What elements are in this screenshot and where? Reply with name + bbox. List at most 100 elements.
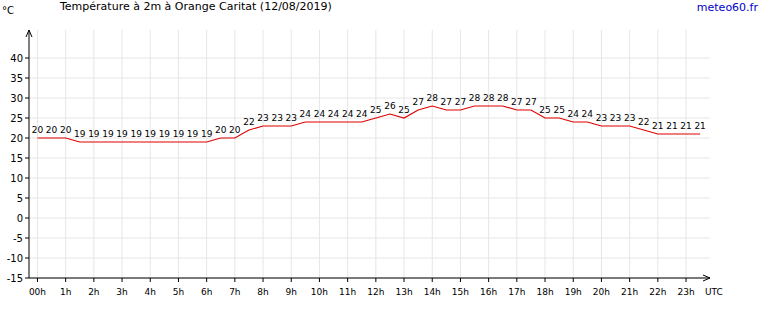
data-label: 20	[229, 125, 241, 135]
tick	[263, 278, 264, 282]
tick	[629, 278, 630, 282]
grid-line	[29, 178, 710, 179]
tick-label: 9h	[286, 287, 297, 297]
tick	[545, 278, 546, 282]
y-arrow	[26, 30, 32, 37]
grid-line	[29, 218, 710, 219]
x-label: UTC	[705, 287, 723, 297]
data-label: 23	[271, 113, 282, 123]
data-label: 28	[427, 93, 439, 103]
data-label: 19	[102, 129, 114, 139]
grid-line	[516, 30, 517, 278]
tick	[460, 278, 461, 282]
data-label: 19	[187, 129, 199, 139]
grid-line	[178, 30, 179, 278]
data-label: 24	[328, 109, 340, 119]
tick	[686, 278, 687, 282]
grid-line	[37, 30, 38, 278]
tick	[25, 98, 29, 99]
data-label: 28	[497, 93, 509, 103]
chart: -15-10-5051015202530354000h1h2h3h4h5h6h7…	[0, 0, 765, 320]
data-label: 27	[412, 97, 423, 107]
tick-label: 0	[17, 213, 23, 224]
tick-label: 00h	[29, 287, 46, 297]
tick-label: 15	[10, 153, 23, 164]
tick-label: 8h	[257, 287, 268, 297]
y-axis	[29, 30, 30, 278]
grid-line	[29, 238, 710, 239]
data-label: 20	[215, 125, 227, 135]
data-label: 19	[74, 129, 86, 139]
data-label: 23	[596, 113, 607, 123]
tick-label: 4h	[145, 287, 156, 297]
data-label: 20	[46, 125, 58, 135]
data-label: 26	[384, 101, 396, 111]
tick-label: 10	[10, 173, 23, 184]
data-label: 27	[455, 97, 466, 107]
data-label: 19	[116, 129, 128, 139]
tick	[404, 278, 405, 282]
tick-label: 30	[10, 93, 23, 104]
tick	[25, 218, 29, 219]
data-label: 21	[652, 121, 663, 131]
tick-label: 20	[10, 133, 23, 144]
data-label: 20	[32, 125, 44, 135]
data-label: 25	[553, 105, 564, 115]
tick-label: 5	[17, 193, 23, 204]
tick	[25, 58, 29, 59]
data-label: 19	[145, 129, 157, 139]
tick-label: 15h	[452, 287, 469, 297]
data-label: 24	[568, 109, 580, 119]
data-label: 23	[610, 113, 621, 123]
tick	[601, 278, 602, 282]
data-label: 23	[257, 113, 268, 123]
tick	[375, 278, 376, 282]
data-label: 23	[286, 113, 297, 123]
tick	[516, 278, 517, 282]
tick-label: 7h	[229, 287, 240, 297]
tick	[150, 278, 151, 282]
grid-line	[657, 30, 658, 278]
tick-label: -10	[7, 253, 23, 264]
grid-line	[234, 30, 235, 278]
tick	[206, 278, 207, 282]
tick-label: 14h	[424, 287, 441, 297]
tick	[25, 278, 29, 279]
grid-line	[29, 158, 710, 159]
tick	[25, 198, 29, 199]
grid-line	[150, 30, 151, 278]
grid-line	[460, 30, 461, 278]
grid-line	[573, 30, 574, 278]
grid-line	[291, 30, 292, 278]
y-label: °C	[2, 5, 14, 16]
grid-line	[629, 30, 630, 278]
grid-line	[29, 78, 710, 79]
data-label: 24	[300, 109, 312, 119]
temperature-line	[37, 106, 700, 142]
grid-line	[319, 30, 320, 278]
tick	[25, 258, 29, 259]
grid-line	[29, 118, 710, 119]
data-label: 21	[680, 121, 691, 131]
tick	[291, 278, 292, 282]
grid-line	[29, 278, 710, 279]
tick-label: 21h	[621, 287, 638, 297]
tick	[488, 278, 489, 282]
grid-line	[488, 30, 489, 278]
data-label: 22	[243, 117, 254, 127]
grid-line	[601, 30, 602, 278]
data-label: 21	[694, 121, 705, 131]
tick	[65, 278, 66, 282]
grid-line	[375, 30, 376, 278]
tick	[25, 178, 29, 179]
data-label: 25	[539, 105, 550, 115]
data-label: 21	[666, 121, 677, 131]
tick-label: 18h	[536, 287, 553, 297]
data-label: 23	[624, 113, 635, 123]
tick	[25, 118, 29, 119]
data-label: 19	[173, 129, 185, 139]
title: Température à 2m à Orange Caritat (12/08…	[59, 0, 332, 13]
data-label: 28	[469, 93, 481, 103]
x-arrow	[703, 275, 710, 281]
tick-label: -5	[13, 233, 23, 244]
